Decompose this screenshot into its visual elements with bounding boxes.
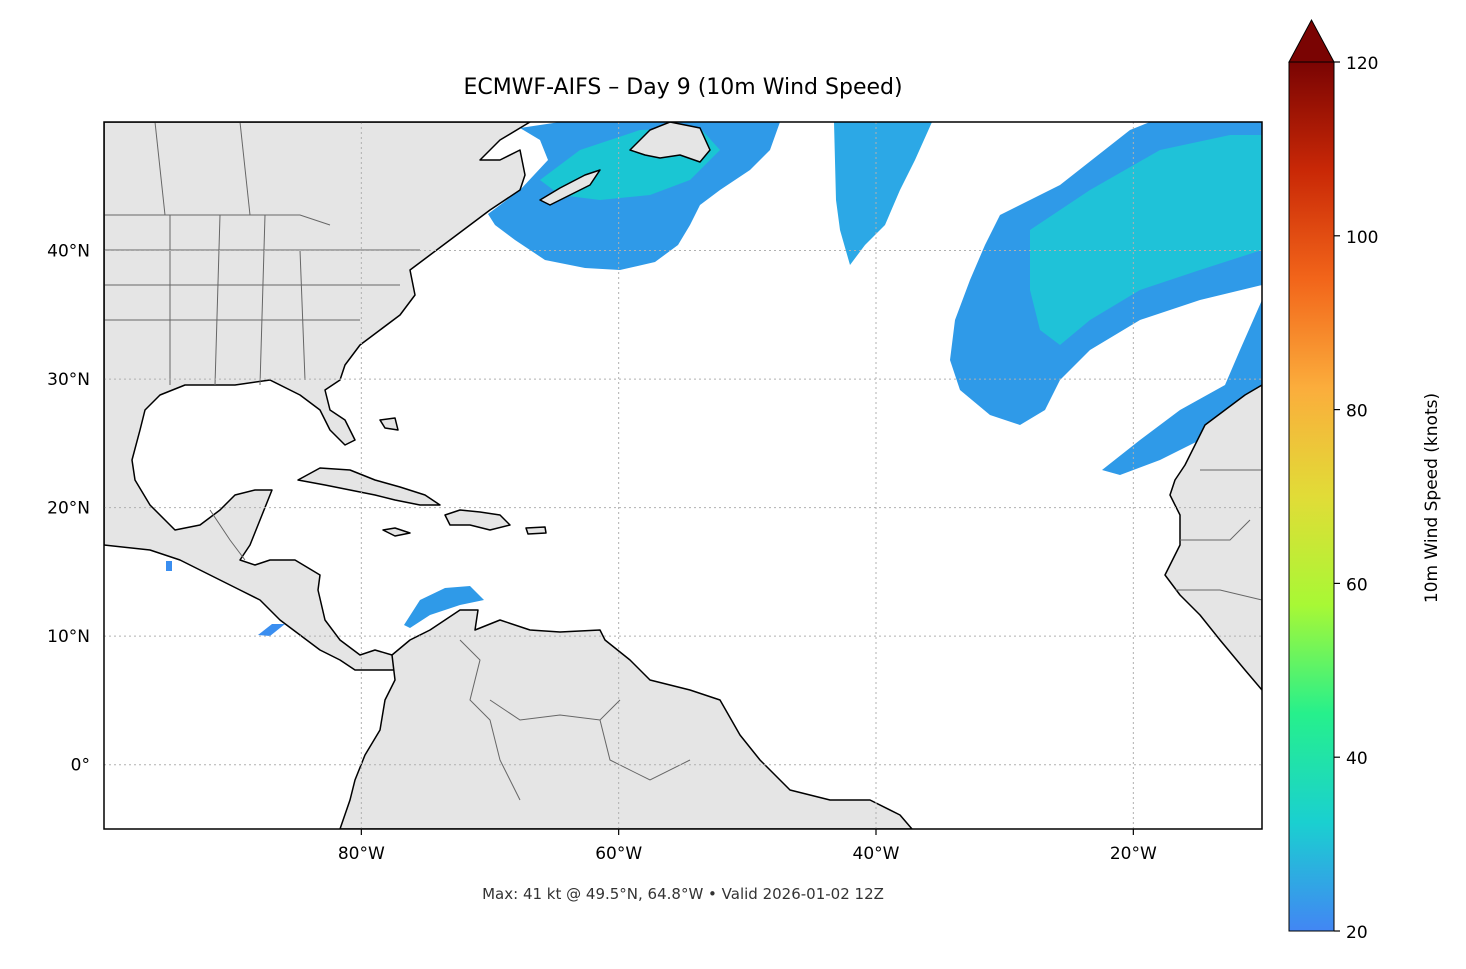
map-caption: Max: 41 kt @ 49.5°N, 64.8°W • Valid 2026… (482, 885, 884, 903)
colorbar-tick-label: 100 (1346, 228, 1378, 248)
wind-field-canary (1102, 300, 1262, 475)
colorbar-ticks: 20 40 60 80 100 120 (1334, 54, 1378, 943)
lon-tick-label: 40°W (853, 844, 900, 864)
wind-field-pacific-dot (166, 561, 172, 571)
wind-field-central-atlantic (834, 122, 932, 265)
wind-field-pacific (258, 624, 285, 636)
lat-tick-label: 20°N (47, 499, 90, 519)
colorbar-gradient (1288, 61, 1335, 932)
wind-field-core-east (1030, 135, 1262, 345)
lon-tick-label: 20°W (1110, 844, 1157, 864)
land-south-america (339, 609, 913, 829)
land-hispaniola (444, 509, 511, 531)
political-borders (104, 122, 1262, 801)
latitude-ticks: 0° 10°N 20°N 30°N 40°N (47, 242, 90, 776)
colorbar-extend-arrow (1288, 18, 1335, 63)
land-cuba (297, 467, 441, 506)
land-jamaica (382, 527, 411, 537)
lat-tick-label: 40°N (47, 242, 90, 262)
land-north-america (104, 122, 531, 671)
land-nova-scotia (539, 169, 601, 206)
land-africa (1164, 384, 1262, 691)
longitude-ticks: 80°W 60°W 40°W 20°W (338, 829, 1157, 864)
colorbar-tick-label: 80 (1346, 402, 1368, 422)
gridlines (104, 122, 1262, 829)
lat-tick-label: 10°N (47, 627, 90, 647)
lon-tick-label: 80°W (338, 844, 385, 864)
land-masses (104, 122, 1262, 829)
lon-tick-label: 60°W (595, 844, 642, 864)
colorbar-label: 10m Wind Speed (knots) (1422, 392, 1442, 604)
colorbar-tick-label: 20 (1346, 923, 1368, 943)
map-title: ECMWF-AIFS – Day 9 (10m Wind Speed) (463, 75, 903, 100)
lat-tick-label: 0° (71, 756, 90, 776)
land-bahamas (379, 417, 399, 431)
colorbar-tick-label: 40 (1346, 749, 1368, 769)
colorbar-tick-label: 60 (1346, 575, 1368, 595)
lat-tick-label: 30°N (47, 370, 90, 390)
map-frame (103, 121, 1263, 830)
colorbar-tick-label: 120 (1346, 54, 1378, 74)
land-puerto-rico (525, 526, 547, 535)
land-newfoundland (629, 122, 711, 163)
wind-field-caribbean (404, 586, 484, 628)
colorbar: 20 40 60 80 100 120 (1288, 18, 1378, 943)
